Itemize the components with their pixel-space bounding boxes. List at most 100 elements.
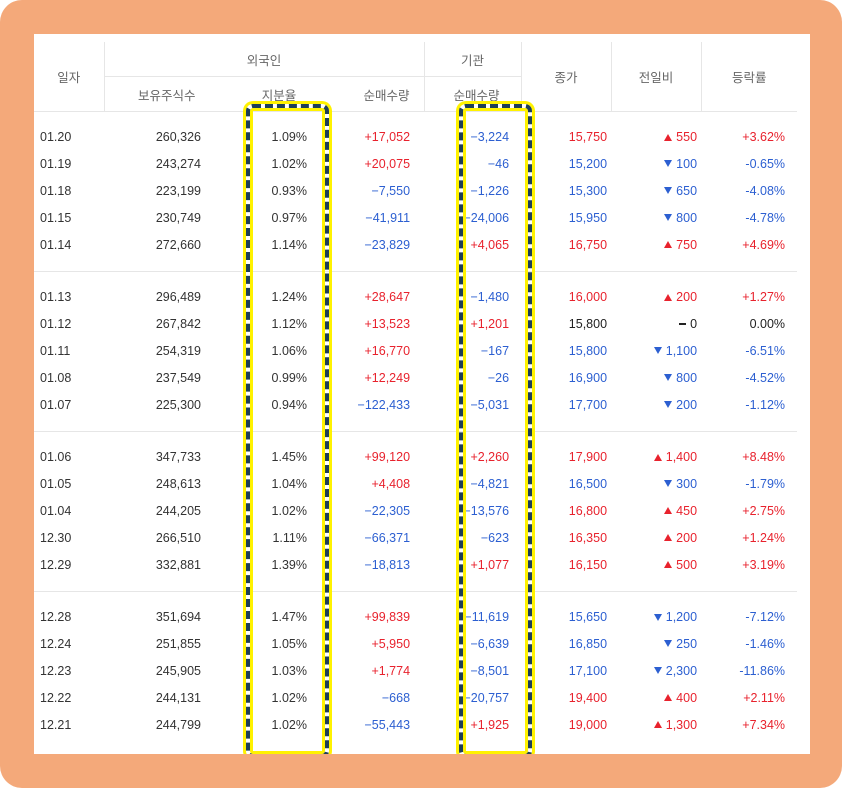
table-row: 01.08 237,549 0.99% +12,249 −26 16,900 800 -4.5… — [34, 364, 797, 391]
cell-date: 01.07 — [34, 391, 104, 418]
cell-ratio-value: 1.06% — [271, 343, 307, 358]
cell-rate: -4.52% — [701, 364, 797, 391]
triangle-up-icon — [664, 693, 673, 701]
triangle-down-icon — [664, 213, 673, 221]
cell-ratio: 1.04% — [209, 471, 319, 498]
cell-close-value: 16,500 — [568, 477, 608, 492]
cell-date-value: 01.04 — [40, 503, 72, 518]
cell-change-value: 750 — [676, 237, 698, 252]
col-close-header: 종가 — [520, 42, 612, 112]
cell-foreign-net-value: +16,770 — [364, 343, 411, 358]
cell-close-value: 16,800 — [568, 503, 608, 518]
cell-holdings-value: 332,881 — [155, 557, 201, 572]
cell-institution-net: −13,576 — [424, 498, 521, 525]
cell-change: 500 — [611, 551, 701, 578]
cell-rate: +3.19% — [701, 551, 797, 578]
cell-foreign-net-value: +99,839 — [364, 610, 411, 625]
cell-ratio: 1.02% — [209, 711, 319, 738]
cell-institution-net: +1,077 — [424, 551, 521, 578]
cell-foreign-net: −122,433 — [319, 391, 424, 418]
cell-date: 12.23 — [34, 658, 104, 685]
group-separator — [34, 577, 798, 592]
cell-date-value: 12.28 — [40, 610, 72, 625]
cell-ratio-value: 1.03% — [271, 663, 307, 678]
cell-rate-value: 0.00% — [749, 317, 786, 332]
cell-change-value: 0 — [690, 317, 698, 332]
cell-ratio-value: 1.12% — [271, 317, 307, 332]
cell-foreign-net-value: −122,433 — [357, 397, 411, 412]
cell-ratio: 1.14% — [209, 231, 319, 258]
cell-ratio: 1.09% — [209, 124, 319, 151]
cell-rate-value: -11.86% — [739, 663, 786, 678]
cell-close-value: 15,800 — [568, 343, 608, 358]
triangle-down-icon — [664, 480, 673, 488]
cell-foreign-net-value: −7,550 — [371, 183, 411, 198]
cell-close: 16,750 — [521, 231, 611, 258]
cell-close-value: 15,300 — [568, 183, 608, 198]
cell-change: 800 — [611, 364, 701, 391]
cell-close-value: 15,950 — [568, 210, 608, 225]
cell-close-value: 16,150 — [568, 557, 608, 572]
cell-institution-net: −8,501 — [424, 658, 521, 685]
cell-close-value: 16,900 — [568, 370, 608, 385]
cell-change-value: 800 — [676, 370, 698, 385]
cell-change: 400 — [611, 684, 701, 711]
cell-institution-net: −1,480 — [424, 284, 521, 311]
cell-close-value: 16,350 — [568, 530, 608, 545]
cell-ratio-value: 1.02% — [271, 717, 307, 732]
cell-foreign-net: −668 — [319, 684, 424, 711]
cell-holdings: 351,694 — [104, 604, 209, 631]
cell-ratio: 0.94% — [209, 391, 319, 418]
cell-change-value: 1,200 — [665, 610, 698, 625]
cell-rate-value: +4.69% — [742, 237, 786, 252]
cell-date: 01.12 — [34, 311, 104, 338]
cell-institution-net-value: +1,201 — [470, 317, 510, 332]
cell-close-value: 16,750 — [568, 237, 608, 252]
cell-rate-value: -6.51% — [745, 343, 786, 358]
cell-close: 16,150 — [521, 551, 611, 578]
cell-holdings-value: 243,274 — [155, 157, 201, 172]
cell-holdings-value: 347,733 — [155, 450, 201, 465]
cell-date-value: 12.22 — [40, 690, 72, 705]
cell-change-value: 400 — [676, 690, 698, 705]
cell-holdings-value: 244,799 — [155, 717, 201, 732]
cell-change: 550 — [611, 124, 701, 151]
triangle-down-icon — [664, 400, 673, 408]
cell-rate: -11.86% — [701, 658, 797, 685]
cell-ratio-value: 1.14% — [271, 237, 307, 252]
table-body: 01.20 260,326 1.09% +17,052 −3,224 15,750 550 +… — [34, 112, 798, 738]
cell-institution-net: −11,619 — [424, 604, 521, 631]
triangle-up-icon — [664, 293, 673, 301]
cell-rate-value: +3.62% — [742, 130, 786, 145]
cell-holdings-value: 254,319 — [155, 343, 201, 358]
cell-close-value: 15,200 — [568, 157, 608, 172]
cell-date: 01.20 — [34, 124, 104, 151]
cell-close-value: 17,100 — [568, 663, 608, 678]
cell-institution-net-value: −5,031 — [470, 397, 510, 412]
cell-institution-net-value: −1,480 — [470, 290, 510, 305]
cell-change: 300 — [611, 471, 701, 498]
cell-institution-net: −167 — [424, 338, 521, 365]
cell-rate-value: -1.12% — [745, 397, 786, 412]
cell-close-value: 19,400 — [568, 690, 608, 705]
cell-institution-net: −26 — [424, 364, 521, 391]
cell-ratio: 1.06% — [209, 338, 319, 365]
cell-ratio: 1.11% — [209, 524, 319, 551]
cell-close: 16,850 — [521, 631, 611, 658]
cell-holdings-value: 351,694 — [155, 610, 201, 625]
cell-date: 01.11 — [34, 338, 104, 365]
col-date-header: 일자 — [34, 42, 104, 112]
cell-ratio-value: 1.05% — [271, 637, 307, 652]
cell-holdings: 347,733 — [104, 444, 209, 471]
col-holdings-header: 보유주식수 — [103, 76, 209, 112]
cell-close-value: 15,800 — [568, 317, 608, 332]
cell-foreign-net-value: +99,120 — [364, 450, 411, 465]
cell-foreign-net-value: +1,774 — [371, 663, 411, 678]
cell-institution-net-value: +4,065 — [470, 237, 510, 252]
cell-close-value: 15,650 — [568, 610, 608, 625]
cell-change-value: 300 — [676, 477, 698, 492]
cell-holdings: 245,905 — [104, 658, 209, 685]
cell-date-value: 12.30 — [40, 530, 72, 545]
cell-change: 200 — [611, 284, 701, 311]
